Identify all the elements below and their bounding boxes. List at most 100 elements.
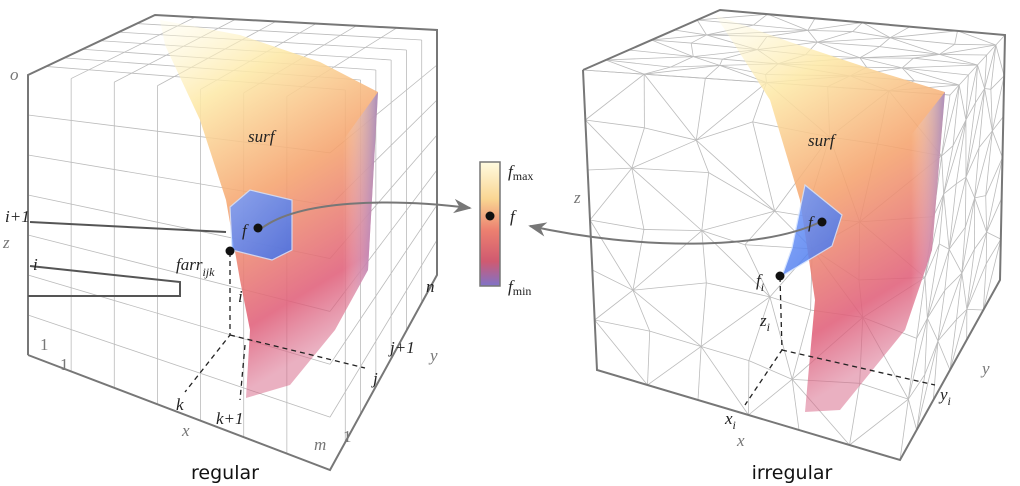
mesh-edge bbox=[753, 13, 768, 26]
mesh-edge bbox=[807, 22, 863, 31]
mesh-edge bbox=[926, 249, 950, 319]
mesh-edge bbox=[956, 176, 967, 185]
grid-line bbox=[27, 314, 331, 418]
mesh-edge bbox=[705, 77, 767, 83]
mesh-edge bbox=[902, 67, 969, 76]
mesh-edge bbox=[986, 44, 997, 56]
mesh-edge bbox=[941, 84, 960, 156]
mesh-edge bbox=[807, 30, 818, 43]
mesh-edge bbox=[991, 130, 1003, 158]
sample-points bbox=[225, 211, 827, 281]
axis-label: o bbox=[10, 65, 19, 84]
mesh-edge bbox=[937, 273, 963, 342]
mesh-edge bbox=[975, 64, 978, 103]
mesh-edge bbox=[949, 309, 968, 371]
mesh-edge bbox=[932, 193, 945, 217]
mesh-edge bbox=[769, 296, 793, 380]
mesh-edge bbox=[932, 340, 939, 401]
mesh-edge bbox=[985, 238, 1002, 264]
mesh-edge bbox=[961, 248, 975, 274]
mesh-edge bbox=[752, 121, 776, 212]
mesh-edge bbox=[670, 56, 694, 68]
mesh-edge bbox=[585, 119, 645, 129]
mesh-edge bbox=[924, 318, 928, 375]
mesh-edge bbox=[769, 296, 811, 311]
mesh-edge bbox=[700, 282, 707, 347]
mesh-edge bbox=[807, 29, 853, 32]
mesh-edge bbox=[943, 119, 967, 195]
label-base: f bbox=[508, 277, 515, 296]
sample-label: fi bbox=[756, 271, 764, 294]
mesh-edge bbox=[927, 290, 946, 319]
mesh-edge bbox=[695, 140, 710, 173]
point-label: f bbox=[242, 221, 249, 240]
mesh-edge bbox=[944, 249, 950, 291]
mesh-edge bbox=[631, 127, 645, 169]
surface-label: surf bbox=[808, 131, 837, 150]
surface-shade bbox=[290, 92, 378, 385]
mesh-edge bbox=[907, 318, 928, 400]
label-base: f bbox=[756, 271, 763, 290]
mesh-edge bbox=[943, 145, 954, 195]
mesh-edge bbox=[986, 231, 1002, 240]
mesh-edge bbox=[859, 57, 867, 68]
mesh-edge bbox=[644, 66, 671, 75]
mesh-edge bbox=[961, 227, 966, 274]
mesh-cell bbox=[780, 183, 843, 278]
mesh-edge bbox=[605, 56, 694, 61]
mesh-edge bbox=[924, 193, 945, 278]
mesh-edge bbox=[916, 318, 928, 339]
mesh-edge bbox=[913, 57, 978, 66]
mesh-edge bbox=[695, 139, 775, 212]
mesh-edge bbox=[974, 130, 993, 198]
mesh-edge bbox=[589, 219, 634, 291]
mesh-edge bbox=[958, 74, 969, 86]
axis-label: 1 bbox=[40, 335, 49, 354]
mesh-edge bbox=[991, 75, 1005, 132]
mesh-edge bbox=[908, 374, 926, 400]
mesh-edge bbox=[914, 80, 960, 86]
mesh-edge bbox=[924, 277, 928, 319]
mesh-edge bbox=[966, 232, 988, 310]
mesh-edge bbox=[902, 67, 960, 86]
mesh-edge bbox=[964, 197, 976, 228]
mesh-edge bbox=[889, 26, 911, 39]
mesh-edge bbox=[974, 195, 986, 199]
mesh-edge bbox=[693, 56, 723, 60]
arrow bbox=[528, 222, 819, 245]
mesh-edge bbox=[719, 59, 723, 66]
mesh-edge bbox=[748, 360, 793, 380]
mesh-edge bbox=[859, 382, 909, 400]
mesh-edge bbox=[693, 56, 720, 66]
mesh-edge bbox=[791, 309, 811, 380]
mesh-edge bbox=[643, 73, 697, 141]
mesh-edge bbox=[957, 30, 996, 46]
mesh-edge bbox=[901, 57, 914, 69]
mesh-edge bbox=[965, 88, 986, 178]
mesh-edge bbox=[965, 102, 976, 178]
mesh-edge bbox=[941, 145, 954, 157]
mesh-edge bbox=[907, 399, 918, 431]
mesh-edge bbox=[651, 34, 707, 41]
mesh-edge bbox=[966, 263, 987, 310]
mesh-edge bbox=[977, 64, 985, 89]
mesh-edge bbox=[924, 243, 940, 278]
mesh-edge bbox=[628, 49, 694, 58]
mesh-edge bbox=[977, 54, 987, 66]
mesh-edge bbox=[890, 37, 940, 55]
mesh-edge bbox=[916, 277, 926, 339]
mesh-edge bbox=[631, 167, 709, 174]
mesh-edge bbox=[644, 127, 697, 141]
arrow bbox=[261, 198, 472, 229]
axis-label: n bbox=[426, 277, 435, 296]
mesh-edge bbox=[941, 94, 951, 156]
mesh-edge bbox=[631, 167, 703, 231]
mesh-edge bbox=[862, 22, 891, 39]
mesh-edge bbox=[766, 29, 808, 37]
mesh-edge bbox=[632, 290, 651, 332]
mesh-edge bbox=[791, 379, 850, 446]
mesh-edge bbox=[965, 177, 976, 199]
mesh-edge bbox=[879, 46, 940, 55]
mesh-edge bbox=[859, 57, 903, 69]
